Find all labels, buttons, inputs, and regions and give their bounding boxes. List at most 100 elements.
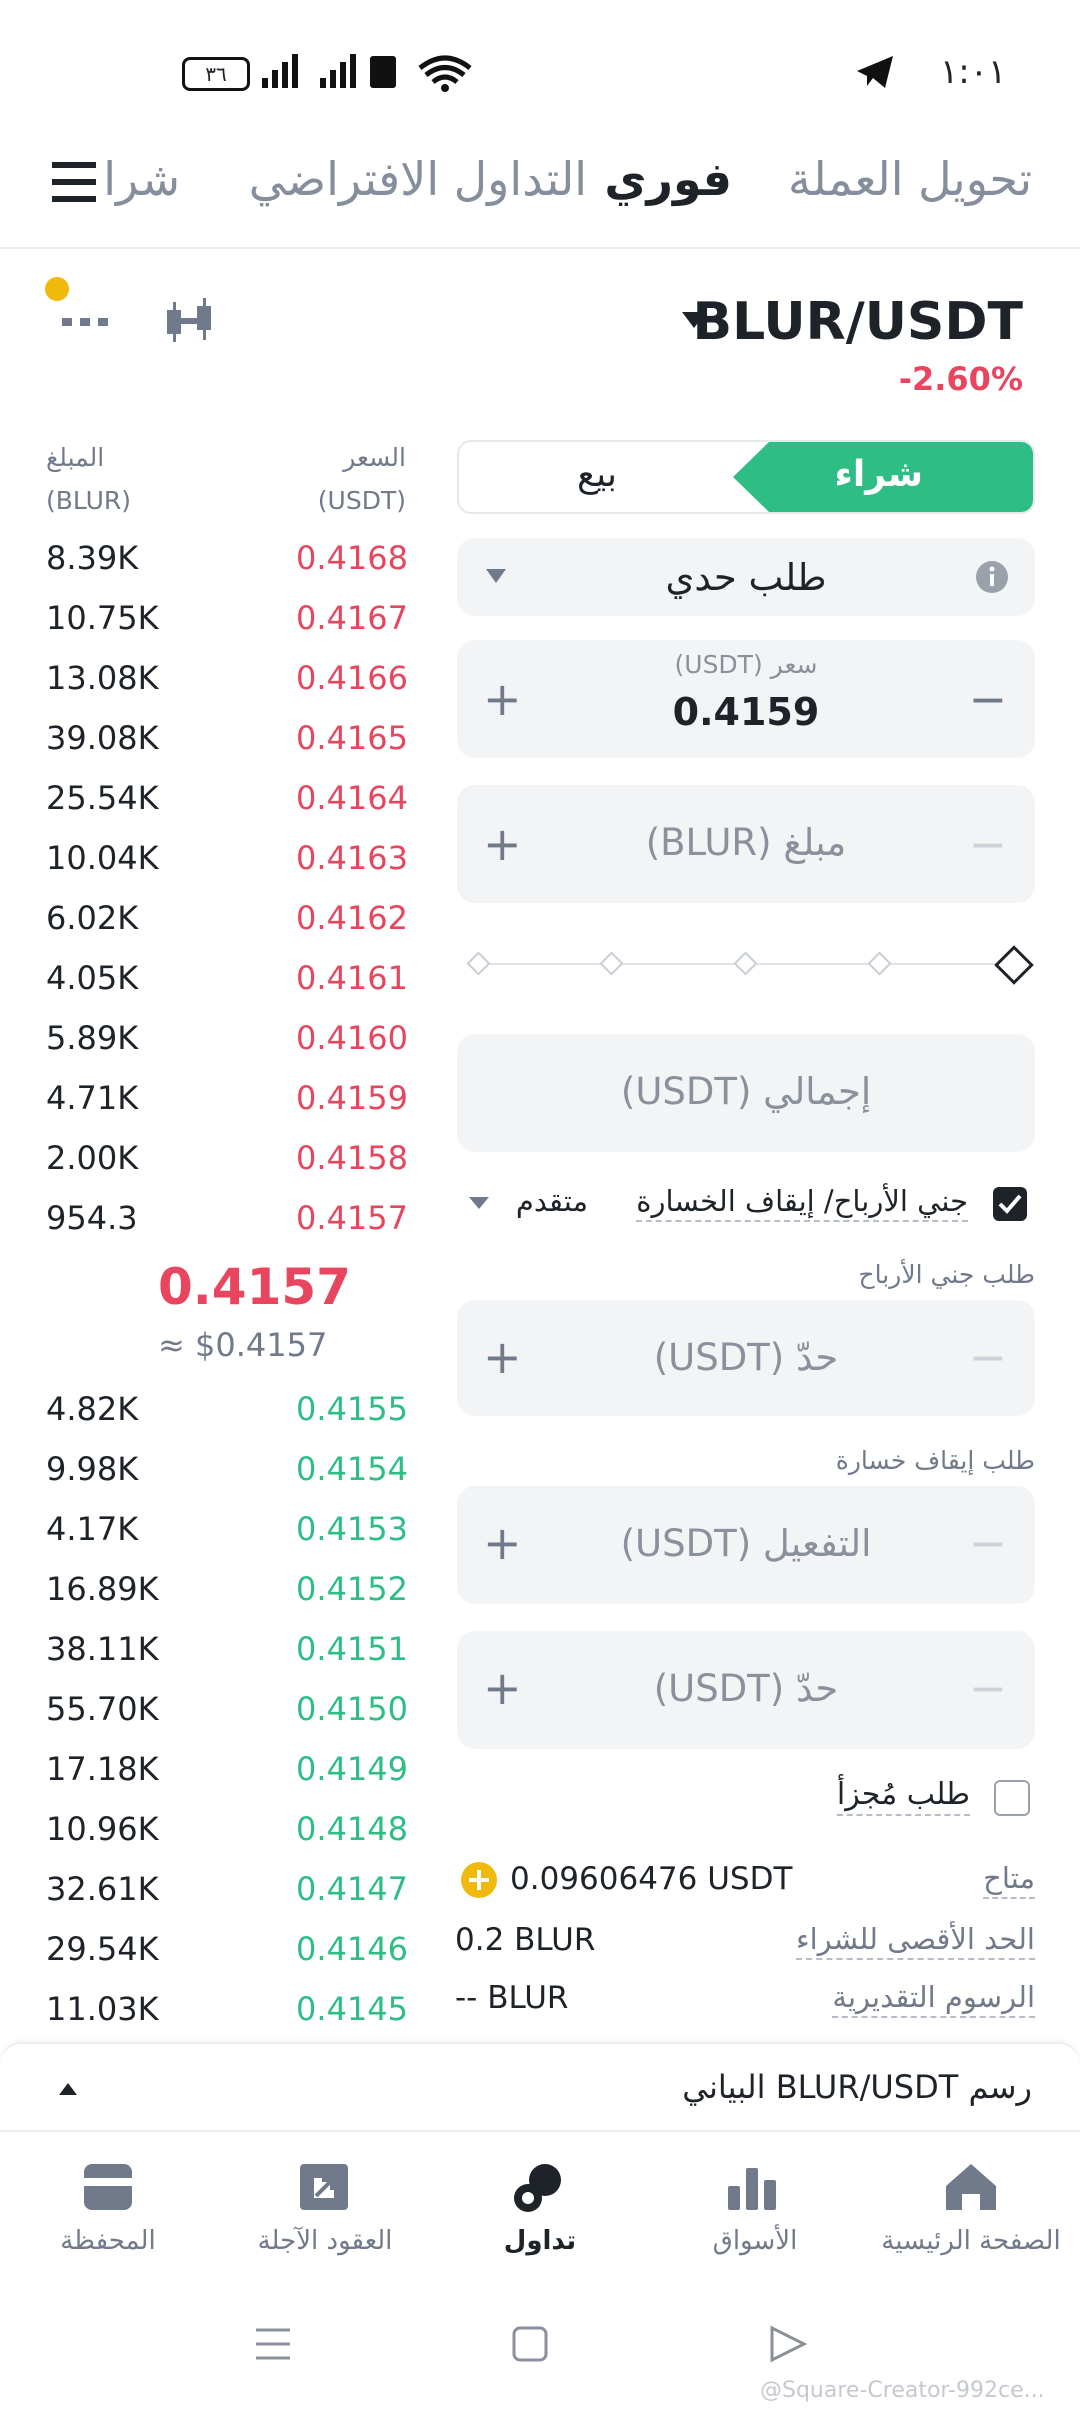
- amount-plus[interactable]: +: [483, 817, 522, 871]
- order-row[interactable]: 2.00K 0.4158: [46, 1128, 408, 1188]
- tpsl-checkbox[interactable]: [992, 1186, 1028, 1222]
- order-row[interactable]: 13.08K 0.4166: [46, 648, 408, 708]
- order-row[interactable]: 16.89K 0.4152: [46, 1559, 408, 1619]
- order-row[interactable]: 4.05K 0.4161: [46, 948, 408, 1008]
- order-row[interactable]: 10.96K 0.4148: [46, 1799, 408, 1859]
- nav-home[interactable]: الصفحة الرئيسية: [881, 2226, 1061, 2256]
- sl-trigger-plus[interactable]: +: [483, 1516, 522, 1570]
- price-unit: (USDT): [317, 486, 406, 515]
- price-minus[interactable]: −: [968, 672, 1007, 726]
- sl-limit-plus[interactable]: +: [483, 1661, 522, 1715]
- amount-header: المبلغ: [46, 443, 105, 472]
- order-price: 0.4160: [296, 1019, 408, 1057]
- slider-step[interactable]: [733, 951, 758, 976]
- amount-input[interactable]: مبلغ (BLUR) + −: [457, 785, 1035, 903]
- order-row[interactable]: 10.04K 0.4163: [46, 828, 408, 888]
- order-row[interactable]: 5.89K 0.4160: [46, 1008, 408, 1068]
- order-row[interactable]: 4.17K 0.4153: [46, 1499, 408, 1559]
- order-amount: 11.03K: [46, 1990, 159, 2028]
- order-row[interactable]: 55.70K 0.4150: [46, 1679, 408, 1739]
- order-row[interactable]: 25.54K 0.4164: [46, 768, 408, 828]
- more-icon[interactable]: [44, 276, 114, 336]
- fees-value: -- BLUR: [455, 1980, 569, 2016]
- order-price: 0.4155: [296, 1390, 408, 1428]
- order-amount: 17.18K: [46, 1750, 159, 1788]
- order-price: 0.4150: [296, 1690, 408, 1728]
- order-amount: 55.70K: [46, 1690, 159, 1728]
- advanced-label[interactable]: متقدم: [515, 1184, 588, 1218]
- amount-unit: (BLUR): [46, 486, 132, 515]
- order-row[interactable]: 9.98K 0.4154: [46, 1439, 408, 1499]
- tab-demo[interactable]: التداول الافتراضي: [248, 152, 587, 206]
- sl-trigger-input[interactable]: التفعيل (USDT) + −: [457, 1486, 1035, 1604]
- order-amount: 25.54K: [46, 779, 159, 817]
- menu-icon[interactable]: [52, 160, 96, 204]
- order-row[interactable]: 17.18K 0.4149: [46, 1739, 408, 1799]
- nav-markets[interactable]: الأسواق: [712, 2226, 798, 2256]
- slider-step[interactable]: [466, 951, 491, 976]
- amount-minus[interactable]: −: [968, 817, 1007, 871]
- order-amount: 32.61K: [46, 1870, 159, 1908]
- buy-tab[interactable]: شراء: [834, 454, 923, 495]
- nav-trade[interactable]: تداول: [503, 2226, 577, 2256]
- tab-convert[interactable]: تحويل العملة: [788, 152, 1032, 206]
- order-amount: 5.89K: [46, 1019, 139, 1057]
- chart-bar[interactable]: رسم BLUR/USDT البياني: [0, 2042, 1080, 2132]
- status-time: ١:٠١: [940, 52, 1007, 92]
- sell-tab[interactable]: بيع: [577, 454, 618, 495]
- tpsl-label[interactable]: جني الأرباح/ إيقاف الخسارة: [636, 1184, 968, 1222]
- deposit-icon[interactable]: [460, 1861, 498, 1899]
- order-amount: 8.39K: [46, 539, 139, 577]
- sl-limit-input[interactable]: حدّ (USDT) + −: [457, 1631, 1035, 1749]
- order-amount: 2.00K: [46, 1139, 139, 1177]
- slider-step[interactable]: [599, 951, 624, 976]
- order-row[interactable]: 8.39K 0.4168: [46, 528, 408, 588]
- order-row[interactable]: 39.08K 0.4165: [46, 708, 408, 768]
- order-type-select[interactable]: طلب حدي: [457, 538, 1035, 616]
- iceberg-label[interactable]: طلب مُجزأ: [836, 1777, 970, 1816]
- sl-label: طلب إيقاف خسارة: [835, 1446, 1035, 1475]
- order-row[interactable]: 6.02K 0.4162: [46, 888, 408, 948]
- nav-futures[interactable]: العقود الآجلة: [257, 2226, 393, 2256]
- tp-minus[interactable]: −: [968, 1330, 1007, 1384]
- last-price: 0.4157: [158, 1258, 351, 1316]
- order-row[interactable]: 954.3 0.4157: [46, 1188, 408, 1248]
- slider-handle[interactable]: [994, 945, 1034, 985]
- pair-symbol[interactable]: BLUR/USDT: [692, 292, 1023, 352]
- tp-plus[interactable]: +: [483, 1330, 522, 1384]
- order-row[interactable]: 10.75K 0.4167: [46, 588, 408, 648]
- chart-bar-title: رسم BLUR/USDT البياني: [682, 2068, 1032, 2106]
- available-text: متاح: [983, 1861, 1035, 1899]
- order-row[interactable]: 29.54K 0.4146: [46, 1919, 408, 1979]
- price-plus[interactable]: +: [483, 672, 522, 726]
- price-input[interactable]: سعر (USDT) 0.4159 + −: [457, 640, 1035, 758]
- battery: ٣٦: [182, 57, 250, 91]
- order-amount: 10.75K: [46, 599, 159, 637]
- iceberg-checkbox[interactable]: [994, 1780, 1030, 1816]
- nav-wallet[interactable]: المحفظة: [60, 2226, 156, 2256]
- available-value: 0.09606476 USDT: [510, 1861, 793, 1897]
- info-icon[interactable]: [975, 560, 1009, 594]
- order-row[interactable]: 38.11K 0.4151: [46, 1619, 408, 1679]
- tab-spot[interactable]: فوري: [604, 152, 732, 206]
- pair-caret[interactable]: [680, 310, 708, 330]
- order-type: طلب حدي: [665, 556, 827, 599]
- chart-icon[interactable]: [163, 298, 219, 346]
- tab-partial[interactable]: شرا: [103, 152, 180, 206]
- advanced-caret[interactable]: [468, 1196, 490, 1210]
- tp-input[interactable]: حدّ (USDT) + −: [457, 1300, 1035, 1416]
- side-toggle: شراء بيع: [457, 440, 1035, 514]
- order-row[interactable]: 11.03K 0.4145: [46, 1979, 408, 2039]
- sl-limit-minus[interactable]: −: [968, 1661, 1007, 1715]
- watermark: @Square-Creator-992ce...: [760, 2378, 1045, 2403]
- order-amount: 39.08K: [46, 719, 159, 757]
- total-input[interactable]: إجمالي (USDT): [457, 1034, 1035, 1152]
- order-row[interactable]: 4.71K 0.4159: [46, 1068, 408, 1128]
- order-row[interactable]: 32.61K 0.4147: [46, 1859, 408, 1919]
- order-row[interactable]: 4.82K 0.4155: [46, 1379, 408, 1439]
- order-price: 0.4145: [296, 1990, 408, 2028]
- slider-step[interactable]: [867, 951, 892, 976]
- sl-trigger-minus[interactable]: −: [968, 1516, 1007, 1570]
- order-price: 0.4157: [296, 1199, 408, 1237]
